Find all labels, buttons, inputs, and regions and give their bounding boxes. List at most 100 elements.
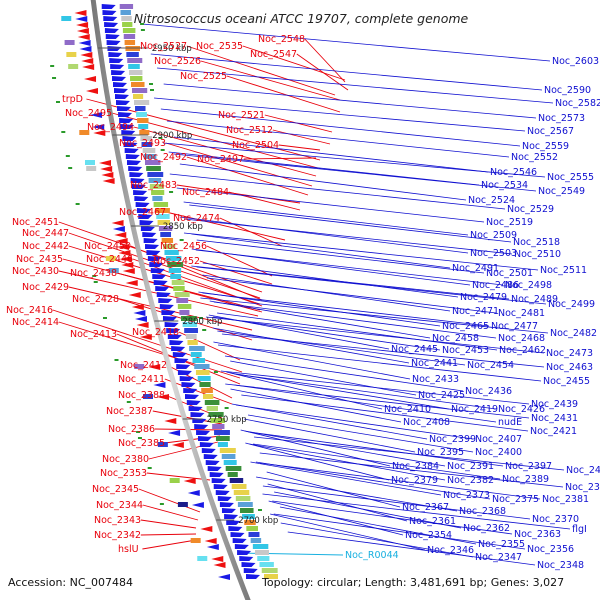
left-gene-label: Noc_2342	[94, 530, 141, 541]
gene-dot	[213, 371, 218, 373]
gene-arrow	[81, 58, 94, 64]
genome-title: Nitrosococcus oceani ATCC 19707, complet…	[134, 11, 469, 26]
right-gene-label: Noc_2465	[442, 321, 489, 332]
gene-block	[152, 196, 163, 201]
left-connector	[166, 364, 233, 399]
right-gene-label: Noc_2370	[532, 514, 579, 525]
right-gene-label: Noc_2489	[511, 294, 558, 305]
gene-arrow	[241, 562, 256, 567]
right-gene-label: Noc_2463	[546, 362, 593, 373]
gene-arrow	[221, 508, 236, 513]
gene-dot	[160, 149, 165, 151]
gene-arrow	[188, 406, 203, 411]
left-gene-label: Noc_2416	[6, 305, 53, 316]
left-gene-label: Noc_2386	[108, 424, 155, 435]
right-gene-label: Noc_2534	[481, 180, 528, 191]
right-connector	[189, 204, 512, 243]
left-gene-label: Noc_2345	[92, 484, 139, 495]
right-connector	[280, 522, 474, 558]
left-connector	[304, 38, 346, 83]
left-connector	[146, 472, 211, 481]
right-gene-label: Noc_2361	[409, 516, 456, 527]
gene-block	[134, 364, 145, 369]
right-connector	[191, 265, 510, 300]
tick-label: 2900 kbp	[152, 131, 192, 141]
gene-arrow	[199, 442, 214, 447]
gene-block	[257, 556, 270, 561]
right-gene-label: Noc_2590	[544, 85, 591, 96]
right-gene-label: Noc_2518	[513, 237, 560, 248]
gene-block	[259, 562, 274, 567]
gene-block	[154, 208, 170, 213]
left-gene-label: Noc_2497	[197, 154, 244, 165]
right-connector	[252, 443, 501, 480]
right-gene-label: Noc_2408	[403, 417, 450, 428]
gene-arrow	[211, 478, 226, 483]
gene-block	[210, 418, 226, 423]
right-connector	[225, 383, 530, 419]
gene-arrow	[153, 280, 168, 285]
tick-label: 2800 kbp	[182, 317, 222, 327]
right-gene-label: Noc_2511	[540, 265, 587, 276]
right-gene-label: Noc_2373	[443, 490, 490, 501]
gene-arrow	[232, 538, 247, 543]
gene-arrow	[146, 250, 161, 255]
gene-dot	[75, 203, 80, 205]
left-gene-label: Noc_2452	[153, 256, 200, 267]
left-connector	[226, 75, 341, 113]
gene-block	[173, 286, 185, 291]
right-connector	[230, 372, 450, 410]
gene-arrow	[111, 70, 126, 75]
left-gene-label: Noc_2418	[132, 327, 179, 338]
gene-arrow	[187, 490, 200, 496]
right-connector	[150, 53, 543, 91]
right-connector	[268, 500, 404, 536]
gene-dot	[140, 29, 145, 31]
right-gene-label: Noc_2567	[527, 126, 574, 137]
gene-arrow	[162, 316, 177, 321]
left-connector	[142, 504, 199, 521]
gene-block	[194, 364, 210, 369]
left-gene-label: Noc_2467	[119, 207, 166, 218]
gene-block	[261, 568, 278, 573]
gene-labels: Noc_2548 Noc_2547 Noc_2527 Noc_2535 Noc_2526…	[6, 34, 600, 571]
gene-arrow	[138, 214, 153, 219]
gene-block	[170, 274, 182, 279]
gene-arrow	[207, 466, 222, 471]
right-connector	[272, 500, 513, 535]
right-gene-label: Noc_2431	[531, 413, 578, 424]
gene-block	[143, 154, 157, 159]
gene-block	[179, 310, 190, 315]
gene-arrow	[131, 304, 144, 310]
right-connector	[173, 153, 537, 192]
gene-arrow	[176, 364, 191, 369]
right-gene-label: Noc_2399	[429, 434, 476, 445]
right-connector	[287, 531, 536, 566]
right-gene-label: Noc_2425	[418, 390, 465, 401]
right-gene-label: Noc_2407	[475, 434, 522, 445]
left-connector	[200, 60, 341, 101]
right-connector	[234, 384, 497, 423]
gene-arrow	[136, 208, 151, 213]
gene-arrow	[190, 412, 205, 417]
gene-arrow	[215, 490, 230, 495]
left-gene-label: Noc_2535	[196, 41, 243, 52]
left-gene-label: Noc_2548	[258, 34, 305, 45]
left-gene-label: Noc_2411	[118, 374, 165, 385]
tick-label: 2850 kbp	[163, 222, 203, 232]
gene-block	[239, 508, 254, 513]
left-gene-label: Noc_2446	[86, 254, 133, 265]
right-gene-label: Noc_2559	[522, 141, 569, 152]
right-connector	[196, 239, 485, 274]
gene-block	[108, 268, 119, 273]
right-connector	[198, 291, 441, 327]
gene-arrow	[167, 334, 182, 339]
left-connector	[142, 539, 197, 550]
left-gene-label: Noc_2344	[96, 500, 143, 511]
tick-label: 2700 kbp	[238, 516, 278, 526]
gene-arrow	[113, 82, 128, 87]
gene-block	[138, 124, 149, 129]
gene-block	[169, 478, 180, 483]
gene-block	[221, 454, 236, 459]
right-gene-label: flgI	[572, 524, 587, 535]
